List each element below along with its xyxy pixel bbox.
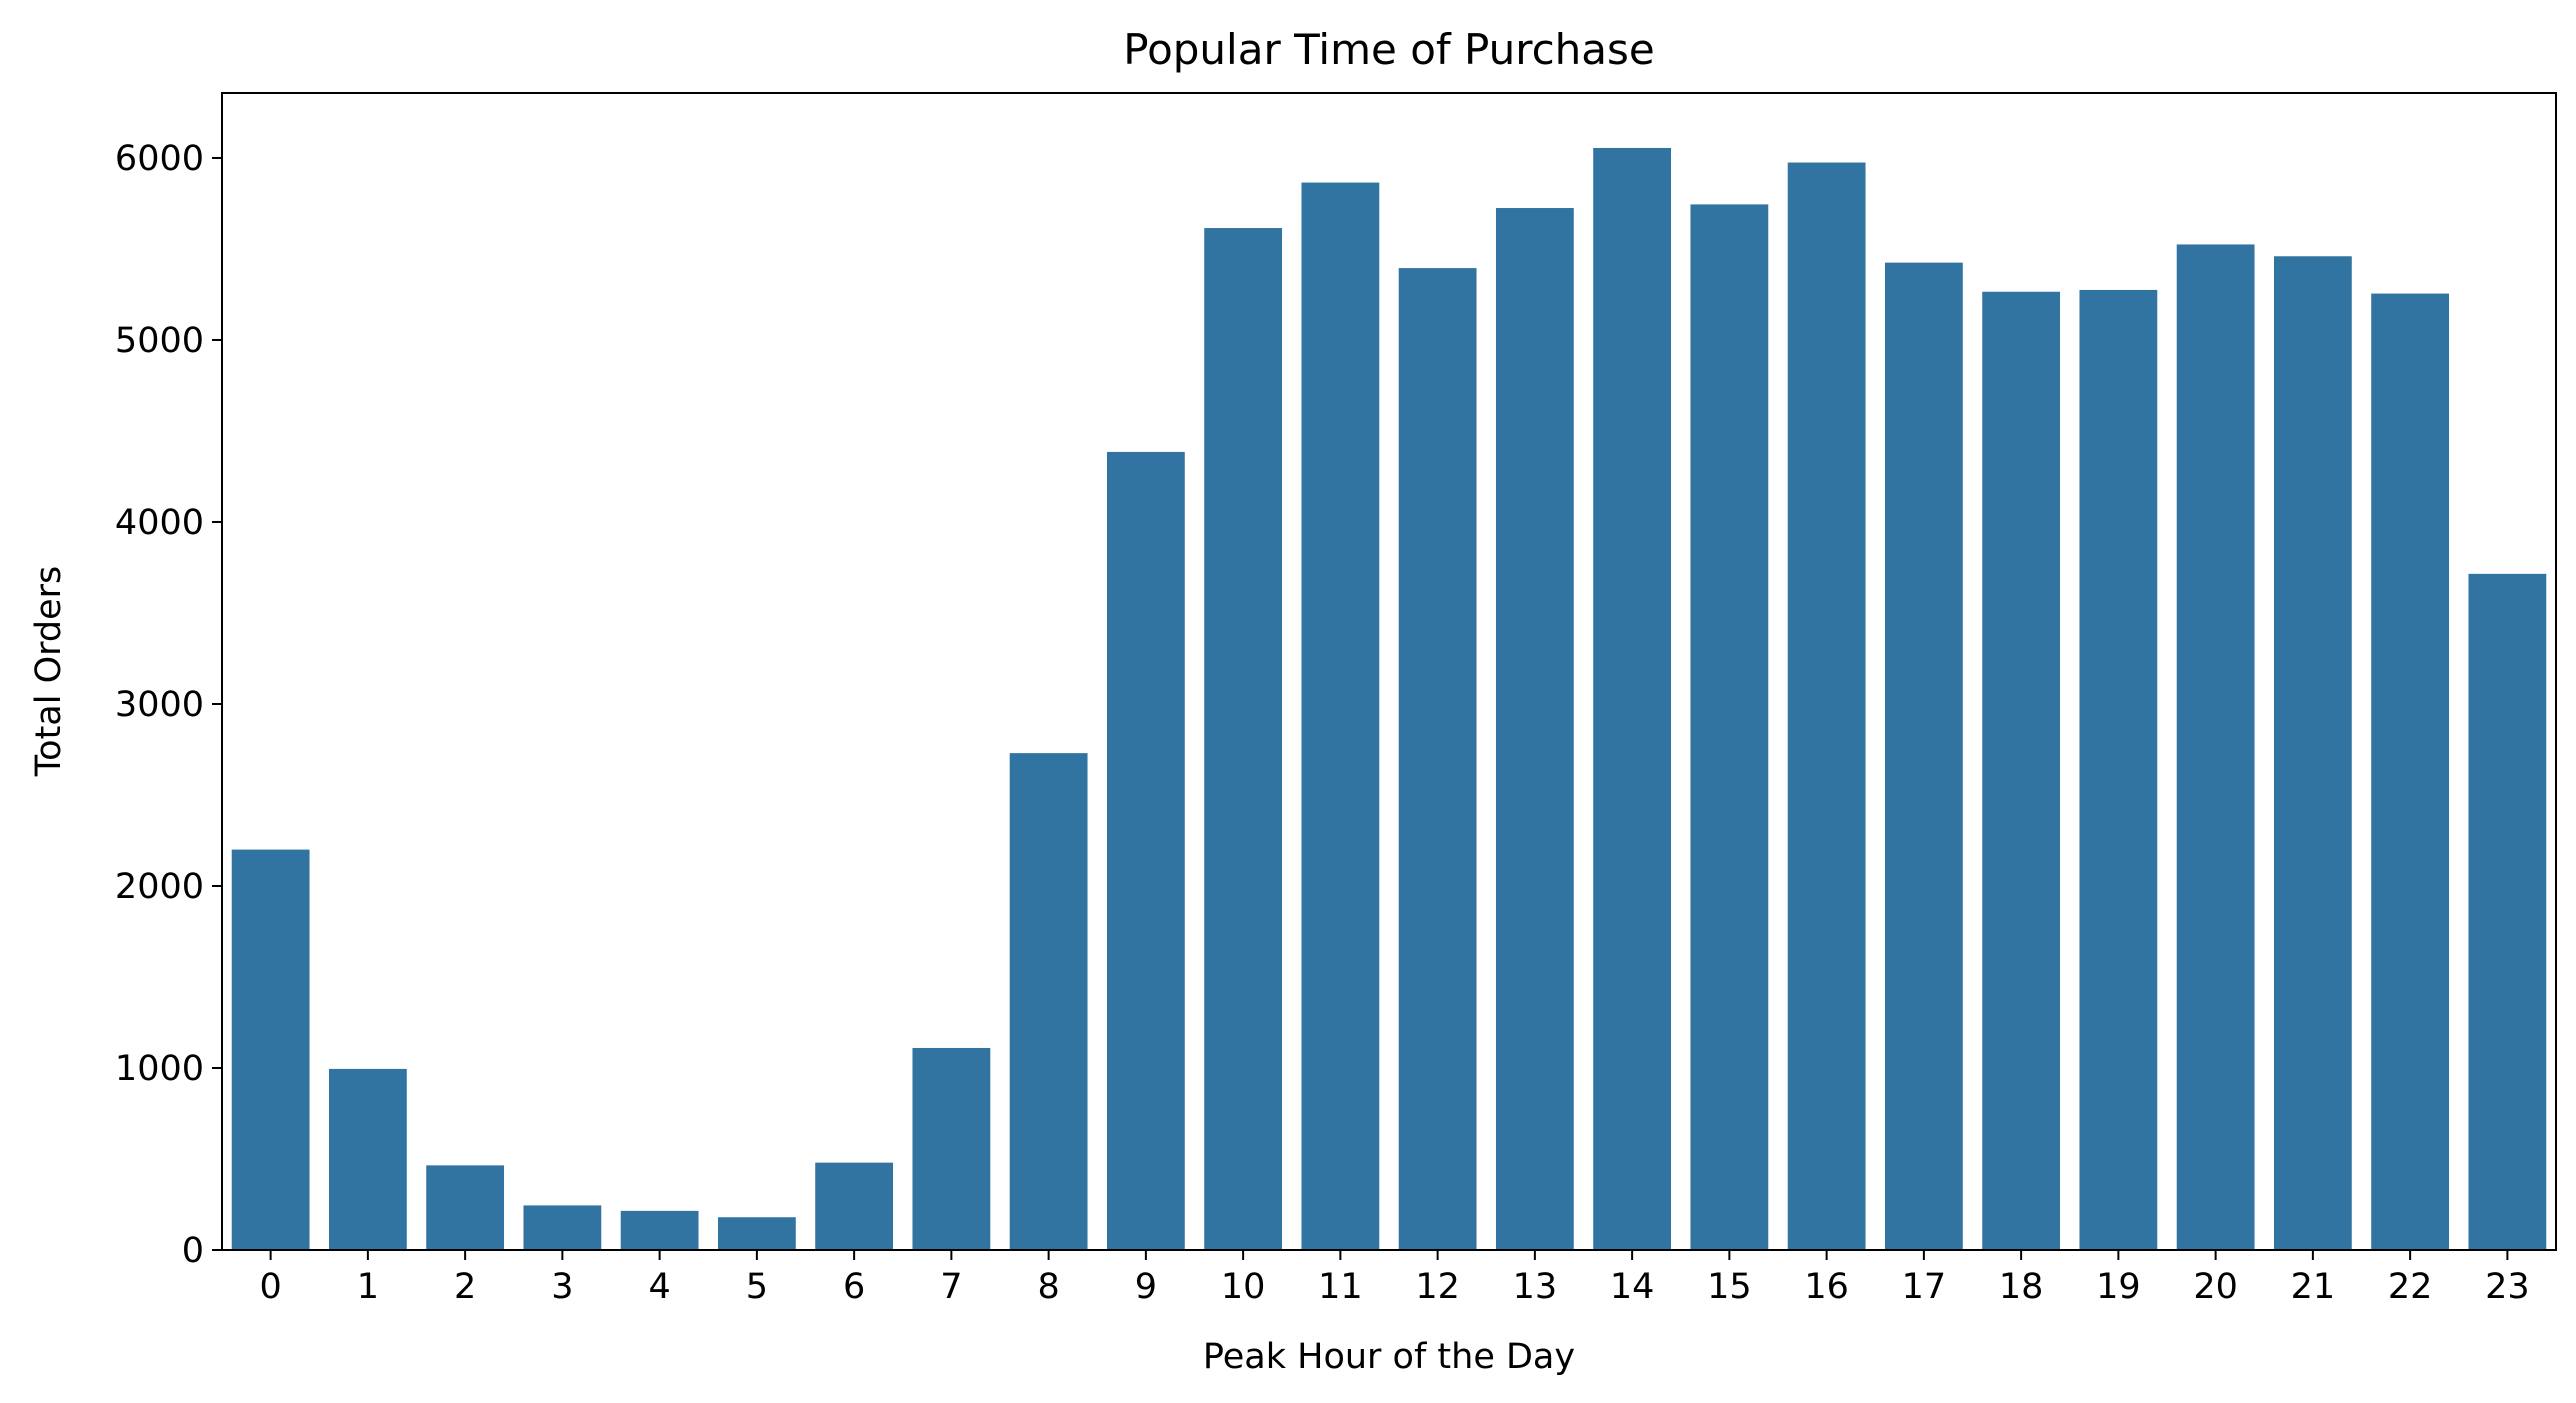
x-tick-label: 1 <box>357 1267 379 1307</box>
bar-hour-0 <box>231 849 310 1250</box>
bar-hour-18 <box>1982 291 2061 1250</box>
bar-hour-21 <box>2273 256 2352 1250</box>
chart-title: Popular Time of Purchase <box>1123 25 1655 74</box>
y-tick-label: 1000 <box>115 1049 204 1089</box>
y-axis-label: Total Orders <box>29 566 69 778</box>
bar-hour-20 <box>2176 244 2255 1251</box>
x-tick-label: 2 <box>454 1267 476 1307</box>
plot-frame <box>221 92 2557 1251</box>
bar-hour-14 <box>1593 147 1672 1251</box>
bar-hour-5 <box>717 1217 796 1250</box>
x-axis-ticks: 0 1 2 3 4 5 6 7 8 9 10 11 12 13 14 15 16 17 18 19 20 21 22 23 <box>259 1250 2530 1307</box>
bar-hour-7 <box>912 1047 991 1250</box>
x-tick-label: 4 <box>648 1267 670 1307</box>
bar-hour-4 <box>620 1210 699 1250</box>
x-tick-label: 23 <box>2485 1267 2530 1307</box>
x-tick-label: 19 <box>2096 1267 2141 1307</box>
bar-hour-6 <box>815 1162 894 1250</box>
bar-hour-3 <box>523 1205 602 1250</box>
bar-hour-9 <box>1106 451 1185 1250</box>
x-axis-label: Peak Hour of the Day <box>1203 1337 1575 1377</box>
x-tick-label: 0 <box>259 1267 281 1307</box>
x-tick-label: 20 <box>2193 1267 2238 1307</box>
y-tick-label: 2000 <box>115 867 204 907</box>
y-tick-label: 5000 <box>115 321 204 361</box>
bar-hour-23 <box>2468 573 2547 1250</box>
x-tick-label: 18 <box>1999 1267 2044 1307</box>
x-tick-label: 9 <box>1135 1267 1157 1307</box>
bar-hour-12 <box>1398 268 1477 1251</box>
x-tick-label: 21 <box>2291 1267 2336 1307</box>
x-tick-label: 3 <box>551 1267 573 1307</box>
x-tick-label: 12 <box>1415 1267 1460 1307</box>
y-tick-label: 0 <box>182 1231 204 1271</box>
x-tick-label: 15 <box>1707 1267 1752 1307</box>
bar-hour-2 <box>426 1165 505 1250</box>
x-tick-label: 16 <box>1804 1267 1849 1307</box>
x-tick-label: 17 <box>1902 1267 1947 1307</box>
bar-hour-16 <box>1787 162 1866 1251</box>
bar-hour-15 <box>1690 204 1769 1251</box>
x-tick-label: 10 <box>1221 1267 1266 1307</box>
y-tick-label: 4000 <box>115 503 204 543</box>
x-tick-label: 14 <box>1610 1267 1655 1307</box>
x-tick-label: 5 <box>746 1267 768 1307</box>
bar-hour-17 <box>1884 262 1963 1250</box>
bar-hour-1 <box>328 1068 407 1250</box>
x-tick-label: 11 <box>1318 1267 1363 1307</box>
bar-hour-11 <box>1301 182 1380 1250</box>
x-tick-label: 13 <box>1513 1267 1558 1307</box>
bar-hour-22 <box>2371 293 2450 1251</box>
bars-group <box>231 147 2547 1251</box>
x-tick-label: 22 <box>2388 1267 2433 1307</box>
bar-hour-19 <box>2079 289 2158 1250</box>
y-tick-label: 3000 <box>115 685 204 725</box>
bar-hour-10 <box>1204 228 1283 1251</box>
x-tick-label: 6 <box>843 1267 865 1307</box>
x-tick-label: 7 <box>940 1267 962 1307</box>
x-tick-label: 8 <box>1037 1267 1059 1307</box>
y-tick-label: 6000 <box>115 139 204 179</box>
bar-hour-8 <box>1009 753 1088 1250</box>
bar-hour-13 <box>1495 208 1574 1250</box>
y-axis-ticks: 0 1000 2000 3000 4000 5000 6000 <box>115 139 222 1271</box>
